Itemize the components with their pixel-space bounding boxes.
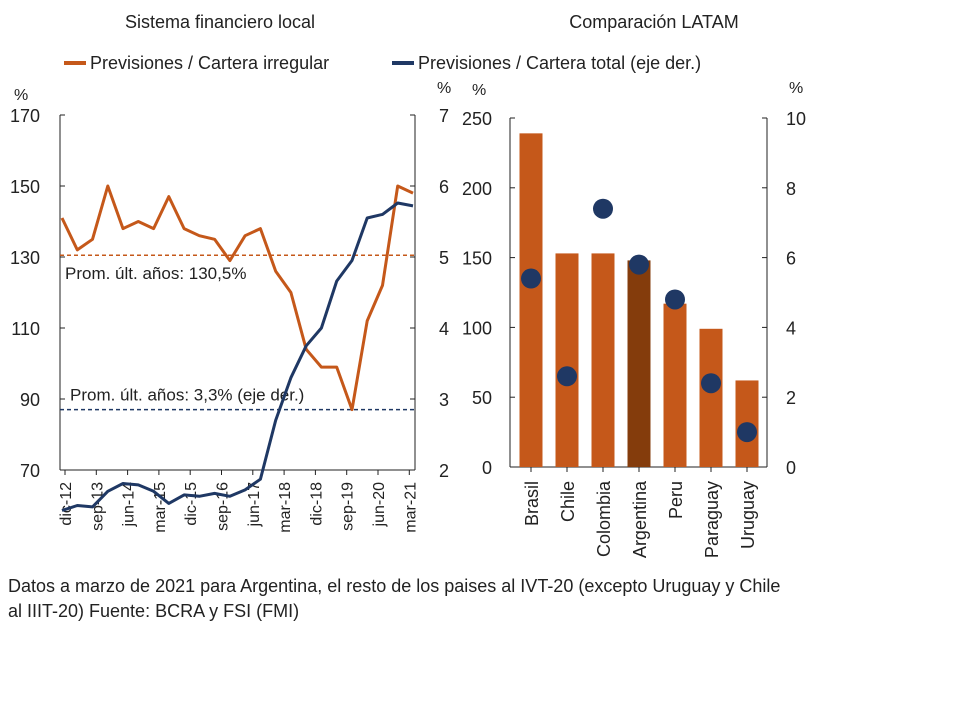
x-tick-label: jun-14 (121, 482, 138, 528)
dot-colombia (593, 198, 613, 219)
chart-title-latam: Comparación LATAM (569, 12, 738, 32)
legend-total-label: Previsiones / Cartera total (eje der.) (418, 53, 701, 73)
right-y-tick-label: 2 (439, 461, 449, 481)
dot-brasil (521, 268, 541, 289)
right-y-tick-label: 5 (439, 248, 449, 268)
right-y-tick-label: 7 (439, 106, 449, 126)
latam-left-tick-label: 50 (472, 388, 492, 408)
dot-peru (665, 289, 685, 310)
left-axis-unit: % (14, 87, 28, 104)
bar-colombia (591, 253, 615, 467)
latam-left-tick-label: 150 (462, 249, 492, 269)
x-tick-label: dic-15 (183, 482, 200, 526)
bar-brasil (519, 133, 543, 467)
right-y-tick-label: 4 (439, 319, 449, 339)
x-tick-label: sep-19 (340, 482, 357, 531)
left-y-tick-label: 150 (10, 177, 40, 197)
bar-chile (555, 253, 579, 467)
latam-right-tick-label: 0 (786, 458, 796, 478)
series-line-total (61, 201, 414, 512)
right-y-tick-label: 6 (439, 177, 449, 197)
latam-left-tick-label: 200 (462, 179, 492, 199)
x-tick-label: sep-16 (215, 482, 232, 531)
category-label-paraguay: Paraguay (702, 481, 722, 558)
x-tick-label: jun-17 (246, 482, 263, 528)
x-tick-label: jun-20 (371, 482, 388, 528)
x-tick-label: mar-21 (402, 482, 419, 533)
latam-right-tick-label: 6 (786, 249, 796, 269)
x-tick-label: dic-12 (58, 482, 75, 526)
latam-left-tick-label: 0 (482, 458, 492, 478)
dot-paraguay (701, 373, 721, 394)
category-label-chile: Chile (558, 481, 578, 522)
category-label-brasil: Brasil (522, 481, 542, 526)
bar-argentina (627, 260, 651, 467)
dot-uruguay (737, 422, 757, 443)
category-label-argentina: Argentina (630, 480, 650, 558)
chart-title-local: Sistema financiero local (125, 12, 315, 32)
legend-irregular-label: Previsiones / Cartera irregular (90, 53, 329, 73)
x-tick-label: sep-13 (89, 482, 106, 531)
latam-comparison-chart: Comparación LATAM% % 250 200 150 100 50 0 10 8 6 4 2… (462, 12, 806, 558)
bar-paraguay (699, 328, 723, 467)
category-label-uruguay: Uruguay (738, 481, 758, 549)
footnote: Datos a marzo de 2021 para Argentina, el… (8, 576, 781, 621)
left-y-tick-label: 170 (10, 106, 40, 126)
latam-left-tick-label: 250 (462, 109, 492, 129)
latam-right-unit: % (789, 80, 803, 97)
x-tick-label: dic-18 (308, 482, 325, 526)
left-y-tick-label: 110 (11, 319, 40, 339)
dot-argentina (629, 254, 649, 275)
latam-right-tick-label: 4 (786, 318, 796, 338)
category-label-colombia: Colombia (594, 480, 614, 557)
local-system-chart: Sistema financiero local Previsiones / Ca… (10, 12, 701, 533)
x-tick-label: mar-18 (277, 482, 294, 533)
latam-right-tick-label: 8 (786, 179, 796, 199)
latam-right-tick-label: 10 (786, 109, 806, 129)
category-label-peru: Peru (666, 481, 686, 519)
latam-left-tick-label: 100 (462, 318, 492, 338)
reference-label-1: Prom. últ. años: 130,5% (65, 264, 246, 283)
left-y-tick-label: 70 (20, 461, 40, 481)
latam-right-tick-label: 2 (786, 388, 796, 408)
right-axis-unit: % (437, 80, 451, 97)
series-line-irregular (60, 184, 414, 412)
bar-peru (663, 303, 687, 467)
left-y-tick-label: 130 (10, 248, 40, 268)
left-y-tick-label: 90 (20, 390, 40, 410)
x-tick-label: mar-15 (152, 482, 169, 533)
right-y-tick-label: 3 (439, 390, 449, 410)
reference-label-2: Prom. últ. años: 3,3% (eje der.) (70, 386, 304, 405)
dot-chile (557, 366, 577, 387)
latam-left-unit: % (472, 82, 486, 99)
